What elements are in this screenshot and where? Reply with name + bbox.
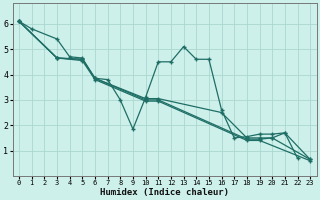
X-axis label: Humidex (Indice chaleur): Humidex (Indice chaleur) <box>100 188 229 197</box>
